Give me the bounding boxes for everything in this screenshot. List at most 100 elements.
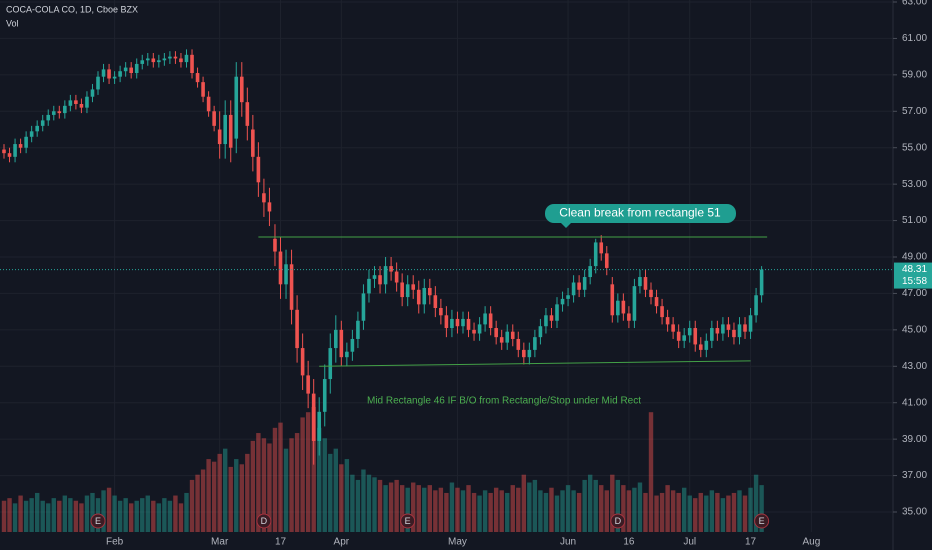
volume-bar bbox=[527, 482, 532, 532]
volume-bar bbox=[388, 482, 394, 532]
event-marker bbox=[256, 513, 272, 529]
candle-body bbox=[444, 315, 449, 329]
candle-body bbox=[278, 251, 283, 285]
x-tick-label: Feb bbox=[106, 537, 124, 548]
volume-bar bbox=[184, 492, 189, 532]
candle-body bbox=[90, 89, 95, 97]
candle-body bbox=[721, 324, 725, 334]
volume-bar bbox=[499, 490, 504, 532]
volume-bar bbox=[709, 490, 715, 532]
candle-body bbox=[151, 58, 156, 63]
volume-bar bbox=[521, 474, 527, 532]
candle-body bbox=[405, 284, 410, 298]
volume-bar bbox=[399, 485, 405, 532]
candle-body bbox=[754, 295, 758, 316]
x-tick-label: Aug bbox=[802, 537, 820, 548]
volume-bar bbox=[621, 485, 626, 532]
y-tick-label: 39.00 bbox=[902, 434, 927, 445]
volume-bar bbox=[438, 487, 444, 532]
candle-body bbox=[638, 277, 642, 287]
candle-body bbox=[228, 114, 233, 148]
volume-bar bbox=[245, 453, 250, 532]
candle-body bbox=[649, 289, 653, 298]
volume-bar bbox=[272, 427, 278, 532]
candle-body bbox=[604, 253, 609, 268]
y-tick-label: 61.00 bbox=[902, 33, 927, 44]
candle-body bbox=[676, 331, 681, 341]
candle-body bbox=[295, 309, 299, 349]
candle-body bbox=[245, 102, 250, 126]
candle-body bbox=[687, 328, 692, 336]
candle-body bbox=[345, 351, 349, 358]
volume-bar bbox=[189, 479, 195, 532]
volume-bar bbox=[145, 495, 150, 532]
volume-bar bbox=[151, 500, 156, 532]
candle-body bbox=[450, 318, 454, 329]
candle-body bbox=[566, 295, 570, 299]
candle-body bbox=[256, 156, 261, 183]
candle-body bbox=[51, 111, 56, 115]
volume-bar bbox=[344, 459, 350, 532]
candle-body bbox=[499, 337, 504, 343]
last-price-time: 15:58 bbox=[902, 276, 927, 287]
volume-bar bbox=[571, 490, 576, 532]
volume-bar bbox=[372, 477, 377, 532]
volume-bar bbox=[610, 474, 615, 532]
candle-body bbox=[527, 349, 532, 358]
candle-body bbox=[118, 71, 122, 77]
candle-body bbox=[339, 329, 344, 358]
volume-bar bbox=[587, 474, 593, 532]
candle-body bbox=[582, 277, 587, 290]
candle-body bbox=[665, 317, 670, 325]
x-tick-label: 17 bbox=[745, 537, 757, 548]
volume-bar bbox=[200, 469, 206, 532]
candle-body bbox=[422, 287, 427, 305]
volume-pane bbox=[1, 407, 764, 532]
volume-bar bbox=[516, 487, 521, 532]
candle-body bbox=[300, 348, 305, 376]
candle-body bbox=[29, 131, 34, 137]
volume-bar bbox=[538, 490, 543, 532]
y-tick-label: 49.00 bbox=[902, 252, 927, 263]
candle-body bbox=[134, 63, 139, 74]
candle-body bbox=[74, 100, 78, 104]
volume-label: Vol bbox=[6, 18, 19, 28]
volume-bar bbox=[737, 490, 742, 532]
volume-bar bbox=[117, 500, 123, 532]
candle-body bbox=[549, 315, 554, 321]
candle-body bbox=[378, 275, 382, 285]
volume-bar bbox=[626, 490, 632, 532]
candle-body bbox=[361, 293, 366, 321]
note-text: Mid Rectangle 46 IF B/O from Rectangle/S… bbox=[367, 396, 641, 407]
callout-text: Clean break from rectangle 51 bbox=[559, 206, 721, 220]
x-tick-label: 17 bbox=[275, 537, 287, 548]
candle-body bbox=[698, 344, 703, 350]
candle-body bbox=[85, 96, 89, 108]
volume-bar bbox=[549, 487, 554, 532]
candle-body bbox=[472, 329, 476, 334]
candle-body bbox=[334, 329, 338, 349]
volume-bar bbox=[532, 479, 538, 532]
event-label: E bbox=[95, 516, 101, 526]
x-tick-label: Jul bbox=[683, 537, 696, 548]
candle-body bbox=[18, 144, 23, 148]
volume-bar bbox=[305, 412, 311, 532]
volume-bar bbox=[753, 474, 759, 532]
volume-bar bbox=[289, 438, 294, 532]
volume-bar bbox=[333, 448, 338, 532]
candle-body bbox=[107, 69, 111, 79]
volume-bar bbox=[366, 474, 372, 532]
candle-body bbox=[145, 58, 150, 61]
volume-bar bbox=[355, 479, 361, 532]
volume-bar bbox=[681, 487, 687, 532]
candle-body bbox=[311, 393, 316, 441]
y-tick-label: 51.00 bbox=[902, 215, 927, 226]
candle-body bbox=[46, 114, 51, 121]
volume-bar bbox=[134, 500, 139, 532]
candle-body bbox=[627, 313, 631, 321]
volume-bar bbox=[455, 487, 460, 532]
candle-body bbox=[267, 202, 272, 212]
volume-bar bbox=[427, 485, 433, 532]
volume-bar bbox=[283, 448, 289, 532]
candle-body bbox=[389, 266, 393, 272]
